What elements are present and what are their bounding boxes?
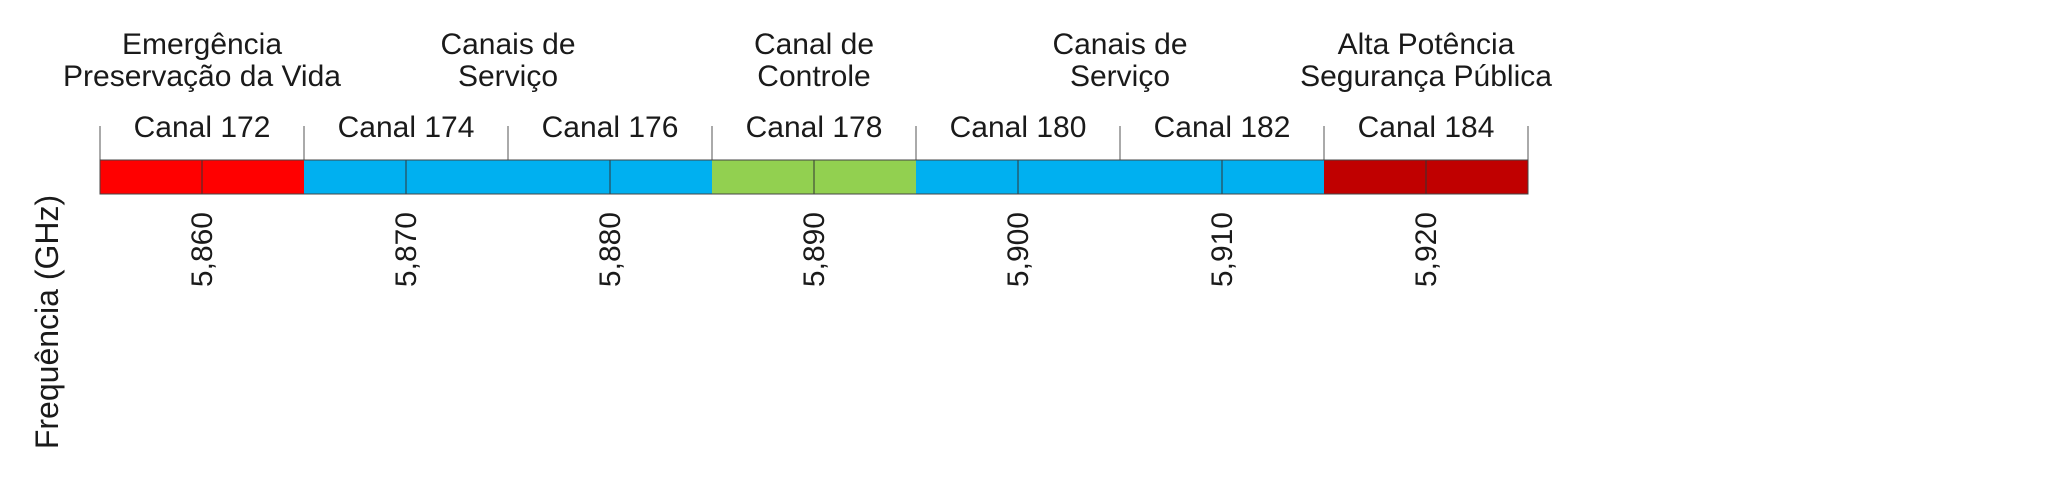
axis-label: Frequência (GHz) bbox=[29, 195, 65, 449]
frequency-label: 5,880 bbox=[594, 212, 627, 287]
tick-lines bbox=[99, 126, 1529, 160]
group-label-line: Serviço bbox=[458, 60, 558, 93]
frequency-label: 5,900 bbox=[1002, 212, 1035, 287]
group-label-line: Controle bbox=[757, 60, 870, 93]
spectrum-bar-outline bbox=[99, 159, 1529, 195]
channel-bands bbox=[99, 159, 1529, 195]
group-label-line: Alta Potência bbox=[1338, 28, 1515, 61]
channel-label: Canal 178 bbox=[746, 111, 883, 144]
group-label-line: Canais de bbox=[1052, 28, 1187, 61]
frequency-label: 5,890 bbox=[798, 212, 831, 287]
frequency-label: 5,920 bbox=[1410, 212, 1443, 287]
channel-label: Canal 174 bbox=[338, 111, 475, 144]
group-label-line: Emergência bbox=[122, 28, 282, 61]
group-label-line: Preservação da Vida bbox=[63, 60, 341, 93]
group-label-line: Serviço bbox=[1070, 60, 1170, 93]
group-label-line: Canal de bbox=[754, 28, 874, 61]
group-label-line: Segurança Pública bbox=[1300, 60, 1552, 93]
channel-label: Canal 184 bbox=[1358, 111, 1495, 144]
frequency-label: 5,910 bbox=[1206, 212, 1239, 287]
channel-labels: Canal 172 Canal 174 Canal 176 Canal 178 Cana… bbox=[134, 111, 1495, 144]
channel-label: Canal 182 bbox=[1154, 111, 1291, 144]
group-label-line: Canais de bbox=[440, 28, 575, 61]
frequency-label: 5,870 bbox=[390, 212, 423, 287]
channel-label: Canal 180 bbox=[950, 111, 1087, 144]
channel-label: Canal 172 bbox=[134, 111, 271, 144]
channel-label: Canal 176 bbox=[542, 111, 679, 144]
frequency-label: 5,860 bbox=[186, 212, 219, 287]
frequency-labels: 5,860 5,870 5,880 5,890 5,900 5,910 5,920 bbox=[186, 212, 1443, 287]
